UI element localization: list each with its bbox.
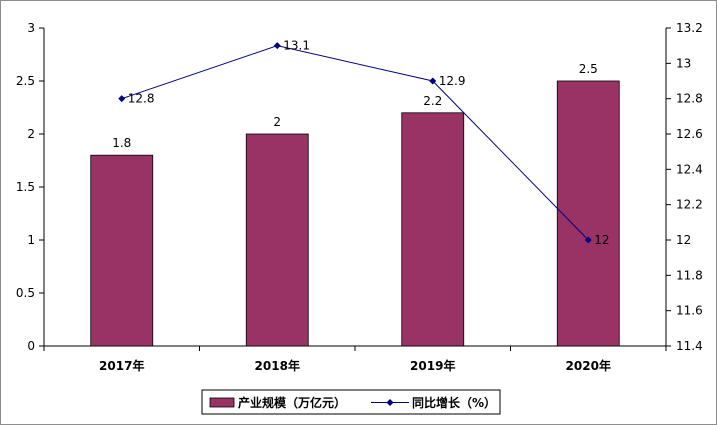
category-label: 2018年 bbox=[255, 358, 300, 373]
bar-value-label: 2.2 bbox=[423, 94, 442, 108]
right-tick-label: 12.6 bbox=[676, 127, 703, 141]
left-axis-ticks: 0 0.5 1 1.5 2 2.5 3 bbox=[16, 21, 44, 353]
right-tick-label: 12.4 bbox=[676, 162, 703, 176]
bar-series bbox=[90, 80, 620, 347]
right-tick-label: 12 bbox=[676, 233, 691, 247]
bar bbox=[401, 112, 465, 347]
right-tick-label: 11.8 bbox=[676, 268, 703, 282]
right-tick-label: 12.2 bbox=[676, 198, 703, 212]
legend-bar-swatch bbox=[209, 397, 235, 408]
left-tick-label: 1 bbox=[27, 233, 35, 247]
category-label: 2020年 bbox=[566, 358, 611, 373]
left-tick-label: 3 bbox=[27, 21, 35, 35]
line-point bbox=[273, 42, 281, 50]
left-tick-label: 1.5 bbox=[16, 180, 35, 194]
line-value-label: 12 bbox=[594, 233, 609, 247]
legend: 产业规模（万亿元） 同比增长（%） bbox=[201, 389, 501, 415]
right-axis-ticks: 11.4 11.6 11.8 12 12.2 12.4 12.6 12.8 13 13.2 bbox=[666, 21, 703, 353]
bar bbox=[245, 133, 309, 347]
legend-box bbox=[201, 389, 501, 415]
growth-line bbox=[121, 45, 589, 241]
category-labels: 2017年 2018年 2019年 2020年 bbox=[99, 358, 611, 373]
category-label: 2019年 bbox=[410, 358, 455, 373]
bar-value-label: 2.5 bbox=[579, 62, 598, 76]
line-series bbox=[118, 42, 592, 244]
line-point bbox=[118, 95, 126, 103]
left-tick-label: 0.5 bbox=[16, 286, 35, 300]
category-label: 2017年 bbox=[99, 358, 144, 373]
right-tick-label: 13 bbox=[676, 56, 691, 70]
line-value-label: 13.1 bbox=[283, 39, 310, 53]
right-tick-label: 11.4 bbox=[676, 339, 703, 353]
line-point bbox=[584, 236, 592, 244]
bar bbox=[90, 154, 154, 347]
left-tick-label: 0 bbox=[27, 339, 35, 353]
left-tick-label: 2 bbox=[27, 127, 35, 141]
x-axis-ticks bbox=[43, 346, 667, 351]
right-tick-label: 12.8 bbox=[676, 92, 703, 106]
line-value-label: 12.9 bbox=[439, 74, 466, 88]
bar-data-labels: 1.8 2 2.2 2.5 bbox=[112, 62, 598, 150]
right-tick-label: 11.6 bbox=[676, 304, 703, 318]
legend-bar-label: 产业规模（万亿元） bbox=[238, 395, 346, 410]
line-value-label: 12.8 bbox=[128, 92, 155, 106]
bar bbox=[556, 80, 620, 347]
right-tick-label: 13.2 bbox=[676, 21, 703, 35]
bar-value-label: 2 bbox=[273, 115, 281, 129]
legend-line-label: 同比增长（%） bbox=[412, 395, 496, 410]
left-tick-label: 2.5 bbox=[16, 74, 35, 88]
bar-value-label: 1.8 bbox=[112, 136, 131, 150]
line-point bbox=[429, 77, 437, 85]
line-data-labels: 12.8 13.1 12.9 12 bbox=[128, 39, 610, 247]
legend-line-marker bbox=[386, 399, 394, 406]
